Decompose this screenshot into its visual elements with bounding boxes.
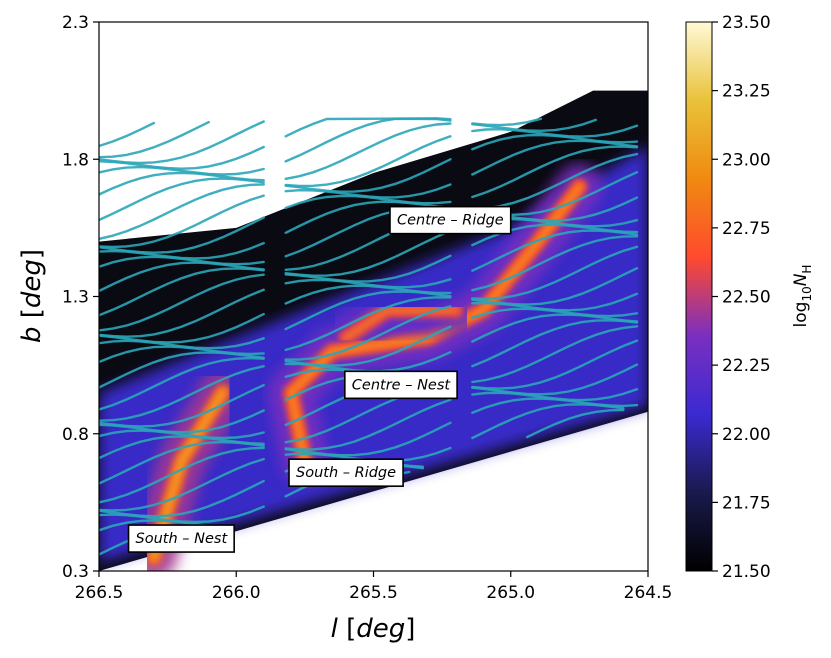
region-label-box bbox=[127, 524, 235, 553]
region-label-box bbox=[288, 458, 404, 487]
field-line bbox=[99, 479, 265, 518]
colorbar-tick-label: 22.25 bbox=[722, 356, 771, 376]
region-label-text: Centre – Nest bbox=[352, 377, 452, 393]
region-label: Centre – Nest bbox=[344, 370, 458, 400]
region-label-box bbox=[344, 370, 458, 400]
y-axis: 0.3 0.8 1.3 1.8 2.3 bbox=[62, 13, 99, 582]
colorbar-tick-label: 21.75 bbox=[722, 493, 771, 513]
colorbar-tick-label: 21.50 bbox=[722, 562, 771, 582]
field-line bbox=[471, 325, 639, 384]
colorbar-tick-label: 22.50 bbox=[722, 288, 771, 308]
field-line bbox=[471, 319, 639, 368]
field-line bbox=[284, 305, 452, 361]
region-label-text: South – Ridge bbox=[296, 465, 396, 481]
x-tick-label: 265.5 bbox=[349, 583, 398, 603]
field-line bbox=[284, 135, 452, 188]
y-tick-label: 1.3 bbox=[62, 288, 89, 308]
field-line bbox=[471, 339, 639, 390]
field-line bbox=[284, 117, 452, 138]
field-line bbox=[471, 235, 639, 292]
field-line bbox=[284, 254, 452, 283]
field-line bbox=[99, 121, 156, 148]
field-line bbox=[99, 120, 265, 165]
field-line bbox=[471, 117, 543, 127]
y-tick-label: 0.3 bbox=[62, 562, 89, 582]
y-tick-label: 1.8 bbox=[62, 150, 89, 170]
field-line bbox=[99, 383, 265, 428]
field-line bbox=[284, 325, 452, 367]
field-line bbox=[99, 312, 265, 344]
field-line bbox=[284, 200, 452, 234]
field-line bbox=[471, 124, 639, 138]
region-label: South – Ridge bbox=[288, 458, 404, 487]
region-label: South – Nest bbox=[127, 524, 235, 553]
colorbar-ticks: 21.50 21.75 22.00 22.25 22.50 22.75 23.00 23.25… bbox=[712, 13, 771, 582]
region-label: Centre – Ridge bbox=[389, 205, 512, 235]
field-line bbox=[284, 278, 452, 289]
y-axis-label: b [deg] bbox=[17, 249, 47, 343]
region-labels: Centre – Ridge Centre – Nest South – Ridge… bbox=[127, 205, 512, 553]
field-line bbox=[99, 194, 265, 249]
field-line bbox=[526, 408, 625, 439]
x-axis-label: l [deg] bbox=[331, 614, 416, 644]
region-label-text: Centre – Ridge bbox=[397, 213, 504, 229]
field-line bbox=[99, 267, 265, 317]
field-line bbox=[284, 122, 452, 180]
field-line bbox=[99, 519, 210, 532]
field-line bbox=[471, 118, 597, 133]
field-line bbox=[471, 145, 639, 199]
colorbar-tick-label: 22.00 bbox=[722, 425, 771, 445]
field-line bbox=[99, 273, 265, 332]
y-tick-label: 2.3 bbox=[62, 13, 89, 33]
field-line bbox=[99, 120, 210, 159]
field-line bbox=[471, 363, 639, 396]
field-line bbox=[99, 435, 265, 460]
field-line bbox=[99, 356, 265, 411]
field-line bbox=[284, 296, 452, 352]
field-line bbox=[99, 288, 265, 338]
x-tick-label: 266.0 bbox=[212, 583, 261, 603]
x-tick-label: 264.5 bbox=[624, 583, 673, 603]
colorbar bbox=[686, 22, 712, 571]
y-tick-label: 0.8 bbox=[62, 425, 89, 445]
field-line bbox=[471, 313, 639, 343]
field-line bbox=[284, 158, 452, 193]
field-line bbox=[99, 171, 265, 196]
field-line bbox=[99, 365, 265, 422]
field-line bbox=[99, 446, 265, 504]
colorbar-tick-label: 23.00 bbox=[722, 150, 771, 170]
field-line bbox=[99, 261, 265, 293]
x-tick-label: 265.0 bbox=[486, 583, 535, 603]
colorbar-label: log10NH bbox=[791, 265, 814, 328]
colorbar-tick-label: 22.75 bbox=[722, 219, 771, 239]
field-line bbox=[99, 183, 265, 241]
x-tick-label: 266.5 bbox=[75, 583, 124, 603]
field-line bbox=[471, 388, 639, 402]
field-line bbox=[471, 267, 639, 306]
field-line bbox=[99, 429, 265, 440]
colorbar-tick-label: 23.25 bbox=[722, 82, 771, 102]
field-line bbox=[99, 337, 265, 350]
column-density-map bbox=[99, 22, 648, 571]
field-line bbox=[284, 421, 452, 457]
field-line bbox=[471, 245, 639, 301]
x-axis: 266.5 266.0 265.5 265.0 264.5 bbox=[75, 571, 673, 603]
field-line bbox=[99, 165, 265, 176]
field-line bbox=[99, 457, 265, 512]
field-line bbox=[284, 398, 452, 451]
field-line bbox=[284, 229, 452, 277]
region-label-box bbox=[389, 205, 512, 235]
colorbar-tick-label: 23.50 bbox=[722, 13, 771, 33]
region-label-text: South – Nest bbox=[136, 531, 229, 547]
field-line bbox=[99, 216, 265, 254]
